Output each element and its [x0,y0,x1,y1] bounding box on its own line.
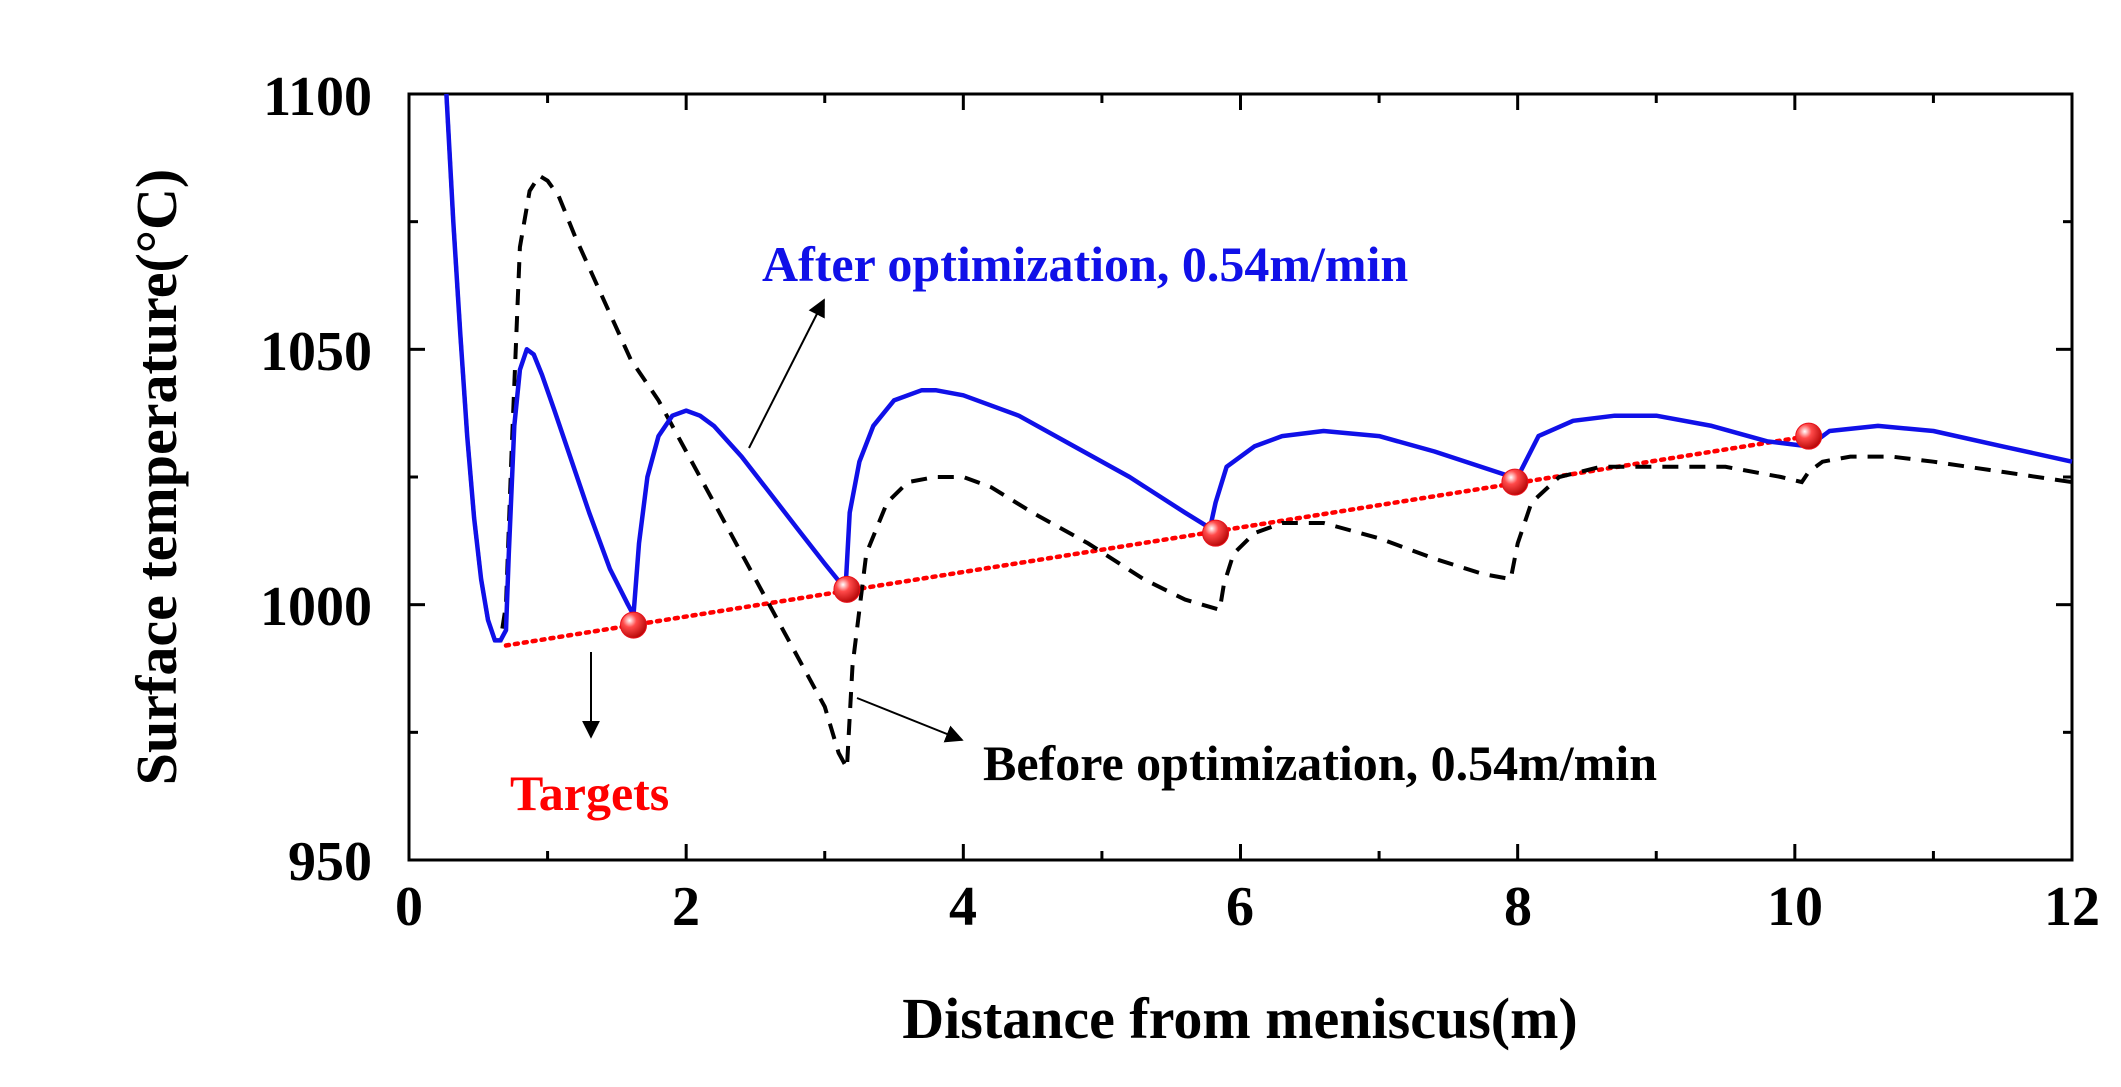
x-tick-label: 12 [2044,876,2100,938]
before-annotation-arrow [856,697,964,743]
y-tick-label: 1000 [260,576,372,638]
x-tick-label: 6 [1226,876,1254,938]
target-point [1501,468,1529,496]
axis-ticks [407,92,2074,862]
target-point [620,611,648,639]
series-lines [444,93,2073,776]
y-tick-label: 950 [288,831,372,893]
series-line-before-optimization [444,93,2073,776]
annotation-arrows [582,298,964,743]
x-tick-label: 10 [1767,876,1823,938]
x-tick-labels: 0 2 4 6 8 10 12 [395,876,2100,938]
y-tick-labels: 950 1000 1050 1100 [260,66,372,893]
target-points [620,422,1823,639]
x-tick-label: 0 [395,876,423,938]
y-tick-label: 1100 [263,66,372,128]
y-axis-title: Surface temperature(°C) [124,169,189,785]
y-tick-label: 1050 [260,321,372,383]
x-tick-label: 4 [949,876,977,938]
x-tick-label: 2 [672,876,700,938]
series-line-after-optimization [444,93,2073,643]
target-point [833,575,861,603]
target-point [1795,422,1823,450]
annotation-targets: Targets [510,765,669,821]
after-annotation-arrow [748,298,825,449]
x-tick-label: 8 [1504,876,1532,938]
annotation-before-optimization: Before optimization, 0.54m/min [983,735,1657,791]
target-point [1202,519,1230,547]
x-axis-title: Distance from meniscus(m) [902,986,1577,1051]
annotation-after-optimization: After optimization, 0.54m/min [762,236,1408,292]
